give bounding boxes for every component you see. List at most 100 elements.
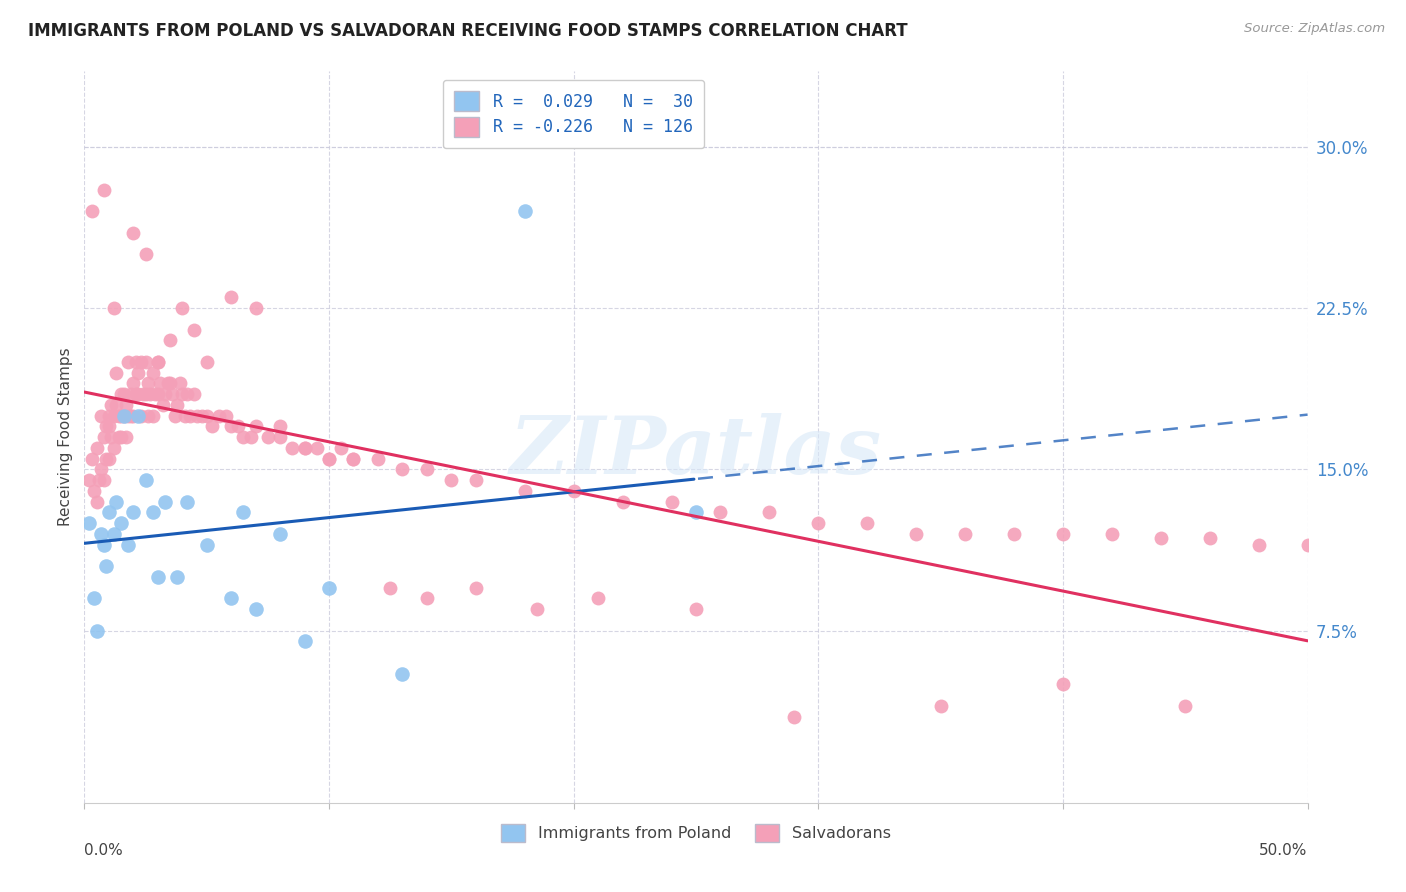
Point <box>96 451 118 466</box>
Point <box>117 538 139 552</box>
Point <box>1002 527 1025 541</box>
Point <box>179 409 201 423</box>
Point <box>125 387 148 401</box>
Text: IMMIGRANTS FROM POLAND VS SALVADORAN RECEIVING FOOD STAMPS CORRELATION CHART: IMMIGRANTS FROM POLAND VS SALVADORAN REC… <box>28 22 908 40</box>
Point <box>105 494 128 508</box>
Point <box>685 505 707 519</box>
Point <box>103 301 125 315</box>
Point <box>86 441 108 455</box>
Point <box>90 409 112 423</box>
Point <box>80 451 103 466</box>
Point <box>97 409 120 423</box>
Point <box>110 409 132 423</box>
Point <box>709 505 731 519</box>
Point <box>318 451 340 466</box>
Point <box>176 387 198 401</box>
Point <box>153 494 176 508</box>
Point <box>228 419 250 434</box>
Point <box>112 387 135 401</box>
Point <box>103 441 125 455</box>
Point <box>87 473 110 487</box>
Point <box>122 226 145 240</box>
Point <box>281 441 304 455</box>
Point <box>159 333 181 347</box>
Point <box>219 290 242 304</box>
Point <box>191 409 214 423</box>
Text: 50.0%: 50.0% <box>1260 843 1308 858</box>
Point <box>294 441 316 455</box>
Point <box>526 602 548 616</box>
Point <box>195 355 218 369</box>
Point <box>173 409 195 423</box>
Point <box>152 398 174 412</box>
Point <box>391 666 413 681</box>
Point <box>139 387 162 401</box>
Point <box>129 355 152 369</box>
Point <box>110 516 132 530</box>
Point <box>219 419 242 434</box>
Point <box>107 430 129 444</box>
Point <box>146 355 169 369</box>
Point <box>183 387 205 401</box>
Point <box>86 494 108 508</box>
Point <box>232 505 254 519</box>
Point <box>135 387 157 401</box>
Point <box>294 441 316 455</box>
Point <box>172 301 194 315</box>
Point <box>1101 527 1123 541</box>
Point <box>245 419 267 434</box>
Point <box>142 366 165 380</box>
Point <box>90 462 112 476</box>
Point <box>685 602 707 616</box>
Point <box>142 505 165 519</box>
Point <box>195 409 218 423</box>
Point <box>929 698 952 713</box>
Point <box>380 581 402 595</box>
Point <box>153 387 176 401</box>
Point <box>122 376 145 391</box>
Point <box>136 409 159 423</box>
Point <box>166 570 188 584</box>
Point <box>103 527 125 541</box>
Point <box>97 505 120 519</box>
Point <box>758 505 780 519</box>
Point <box>269 527 291 541</box>
Point <box>318 581 340 595</box>
Point <box>110 387 132 401</box>
Point <box>186 409 208 423</box>
Point <box>93 473 115 487</box>
Point <box>367 451 389 466</box>
Point <box>117 355 139 369</box>
Point <box>96 559 118 574</box>
Point <box>166 398 188 412</box>
Point <box>122 505 145 519</box>
Point <box>232 430 254 444</box>
Point <box>136 376 159 391</box>
Point <box>80 204 103 219</box>
Point <box>1198 531 1220 545</box>
Point <box>127 409 149 423</box>
Point <box>163 409 186 423</box>
Point <box>416 591 439 606</box>
Point <box>856 516 879 530</box>
Point <box>83 591 105 606</box>
Point <box>103 409 125 423</box>
Point <box>93 430 115 444</box>
Point <box>183 322 205 336</box>
Point <box>318 451 340 466</box>
Point <box>269 430 291 444</box>
Point <box>132 387 155 401</box>
Point <box>215 409 238 423</box>
Point <box>127 366 149 380</box>
Point <box>269 419 291 434</box>
Point <box>953 527 976 541</box>
Point <box>513 483 536 498</box>
Point <box>105 398 128 412</box>
Point <box>257 430 280 444</box>
Point <box>96 419 118 434</box>
Point <box>219 591 242 606</box>
Point <box>146 355 169 369</box>
Point <box>172 387 194 401</box>
Point <box>120 387 142 401</box>
Point <box>783 710 806 724</box>
